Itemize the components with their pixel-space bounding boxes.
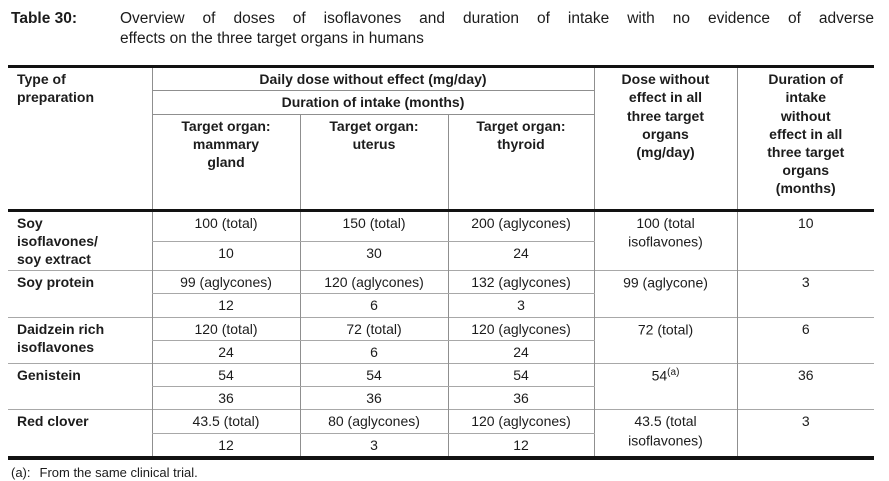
dose-all-value: 99 (aglycone) [623,274,708,291]
preparation-name-cell: Red clover [8,409,152,458]
dose-cell: 120 (total) [151,316,300,341]
months-cell: 6 [299,293,448,318]
caption-line-2: effects on the three target organs in hu… [120,30,424,48]
months-cell: 12 [151,293,300,318]
dose-cell: 99 (aglycones) [151,270,300,295]
duration-all-organs-cell: 3 [736,409,874,458]
months-cell: 3 [447,293,594,318]
dose-all-value: 100 (total isoflavones) [628,214,703,250]
preparation-name-cell: Soy isoflavones/ soy extract [8,209,152,271]
footnote-label: (a): [11,464,31,480]
isoflavone-dose-table: Type of preparation Daily dose without e… [8,65,874,460]
table-row-soy-protein-dose: Soy protein 99 (aglycones) 120 (aglycone… [8,270,874,318]
table-caption-text: Overview of doses of isoflavones and dur… [120,9,874,49]
header-daily-dose-without-effect: Daily dose without effect (mg/day) [151,66,594,92]
table-footnote: (a): From the same clinical trial. [11,465,889,481]
dose-cell: 54 [151,362,300,388]
months-cell: 12 [447,433,594,458]
table-row-red-clover-months: 12 3 12 [8,433,874,458]
caption-line-1: Overview of doses of isoflavones and dur… [120,10,874,27]
header-target-organ-mammary-gland: Target organ: mammary gland [151,114,300,211]
footnote-marker: (a) [667,366,680,378]
dose-cell: 132 (aglycones) [447,270,594,295]
header-target-organ-thyroid: Target organ: thyroid [447,114,594,211]
months-cell: 3 [299,433,448,458]
table-header: Type of preparation Daily dose without e… [8,66,874,211]
table-row-soy-isoflavones-dose: Soy isoflavones/ soy extract 100 (total)… [8,209,874,271]
table-body: Soy isoflavones/ soy extract 100 (total)… [8,209,874,458]
months-cell: 24 [447,241,594,271]
dose-all-organs-cell: 100 (total isoflavones) [593,209,737,271]
duration-all-organs-cell: 10 [736,209,874,271]
dose-all-organs-cell: 99 (aglycone) [593,270,737,318]
footnote-text: From the same clinical trial. [39,464,198,480]
dose-cell: 72 (total) [299,316,448,341]
table-caption-label: Table 30: [11,10,78,27]
dose-all-organs-cell: 54(a) [593,362,737,410]
dose-all-value: 43.5 (total isoflavones) [628,413,703,449]
months-cell: 30 [299,241,448,271]
duration-all-organs-cell: 6 [736,316,874,364]
months-cell: 24 [447,340,594,364]
preparation-name-cell: Genistein [8,362,152,410]
header-row-1: Type of preparation Daily dose without e… [8,66,874,211]
months-cell: 36 [447,386,594,410]
dose-cell: 100 (total) [151,209,300,242]
months-cell: 12 [151,433,300,458]
dose-cell: 54 [299,362,448,388]
dose-cell: 54 [447,362,594,388]
table-row-daidzein-rich-months: 24 6 24 [8,340,874,364]
dose-all-value: 54 [651,367,668,384]
dose-cell: 80 (aglycones) [299,409,448,434]
dose-cell: 120 (aglycones) [299,270,448,295]
dose-cell: 43.5 (total) [151,409,300,434]
dose-all-organs-cell: 72 (total) [593,316,737,364]
preparation-name-cell: Soy protein [8,270,152,318]
months-cell: 36 [151,386,300,410]
dose-cell: 200 (aglycones) [447,209,594,242]
preparation-name-cell: Daidzein rich isoflavones [8,316,152,364]
table-row-genistein-months: 36 36 36 [8,386,874,410]
dose-cell: 120 (aglycones) [447,316,594,341]
dose-cell: 150 (total) [299,209,448,242]
duration-all-organs-cell: 36 [736,362,874,410]
months-cell: 6 [299,340,448,364]
header-row-3: Target organ: mammary gland Target organ… [8,114,874,211]
header-duration-of-intake: Duration of intake (months) [151,90,594,115]
dose-all-organs-cell: 43.5 (total isoflavones) [593,409,737,458]
table-caption: Table 30: Overview of doses of isoflavon… [0,0,889,49]
header-target-organ-uterus: Target organ: uterus [299,114,448,211]
months-cell: 24 [151,340,300,364]
header-type-of-preparation: Type of preparation [17,71,95,106]
table-row-soy-protein-months: 12 6 3 [8,293,874,318]
header-duration-all-three-organs: Duration of intake without effect in all… [736,66,874,211]
table-row-daidzein-rich-dose: Daidzein rich isoflavones 120 (total) 72… [8,316,874,364]
months-cell: 36 [299,386,448,410]
dose-cell: 120 (aglycones) [447,409,594,434]
months-cell: 10 [151,241,300,271]
header-row-2: Duration of intake (months) [8,90,874,115]
table-row-soy-isoflavones-months: 10 30 24 [8,241,874,271]
table-row-genistein-dose: Genistein 54 54 54 54(a) 36 [8,362,874,410]
header-dose-all-three-organs: Dose without effect in all three target … [593,66,737,211]
duration-all-organs-cell: 3 [736,270,874,318]
table-row-red-clover-dose: Red clover 43.5 (total) 80 (aglycones) 1… [8,409,874,458]
dose-all-value: 72 (total) [637,321,694,338]
